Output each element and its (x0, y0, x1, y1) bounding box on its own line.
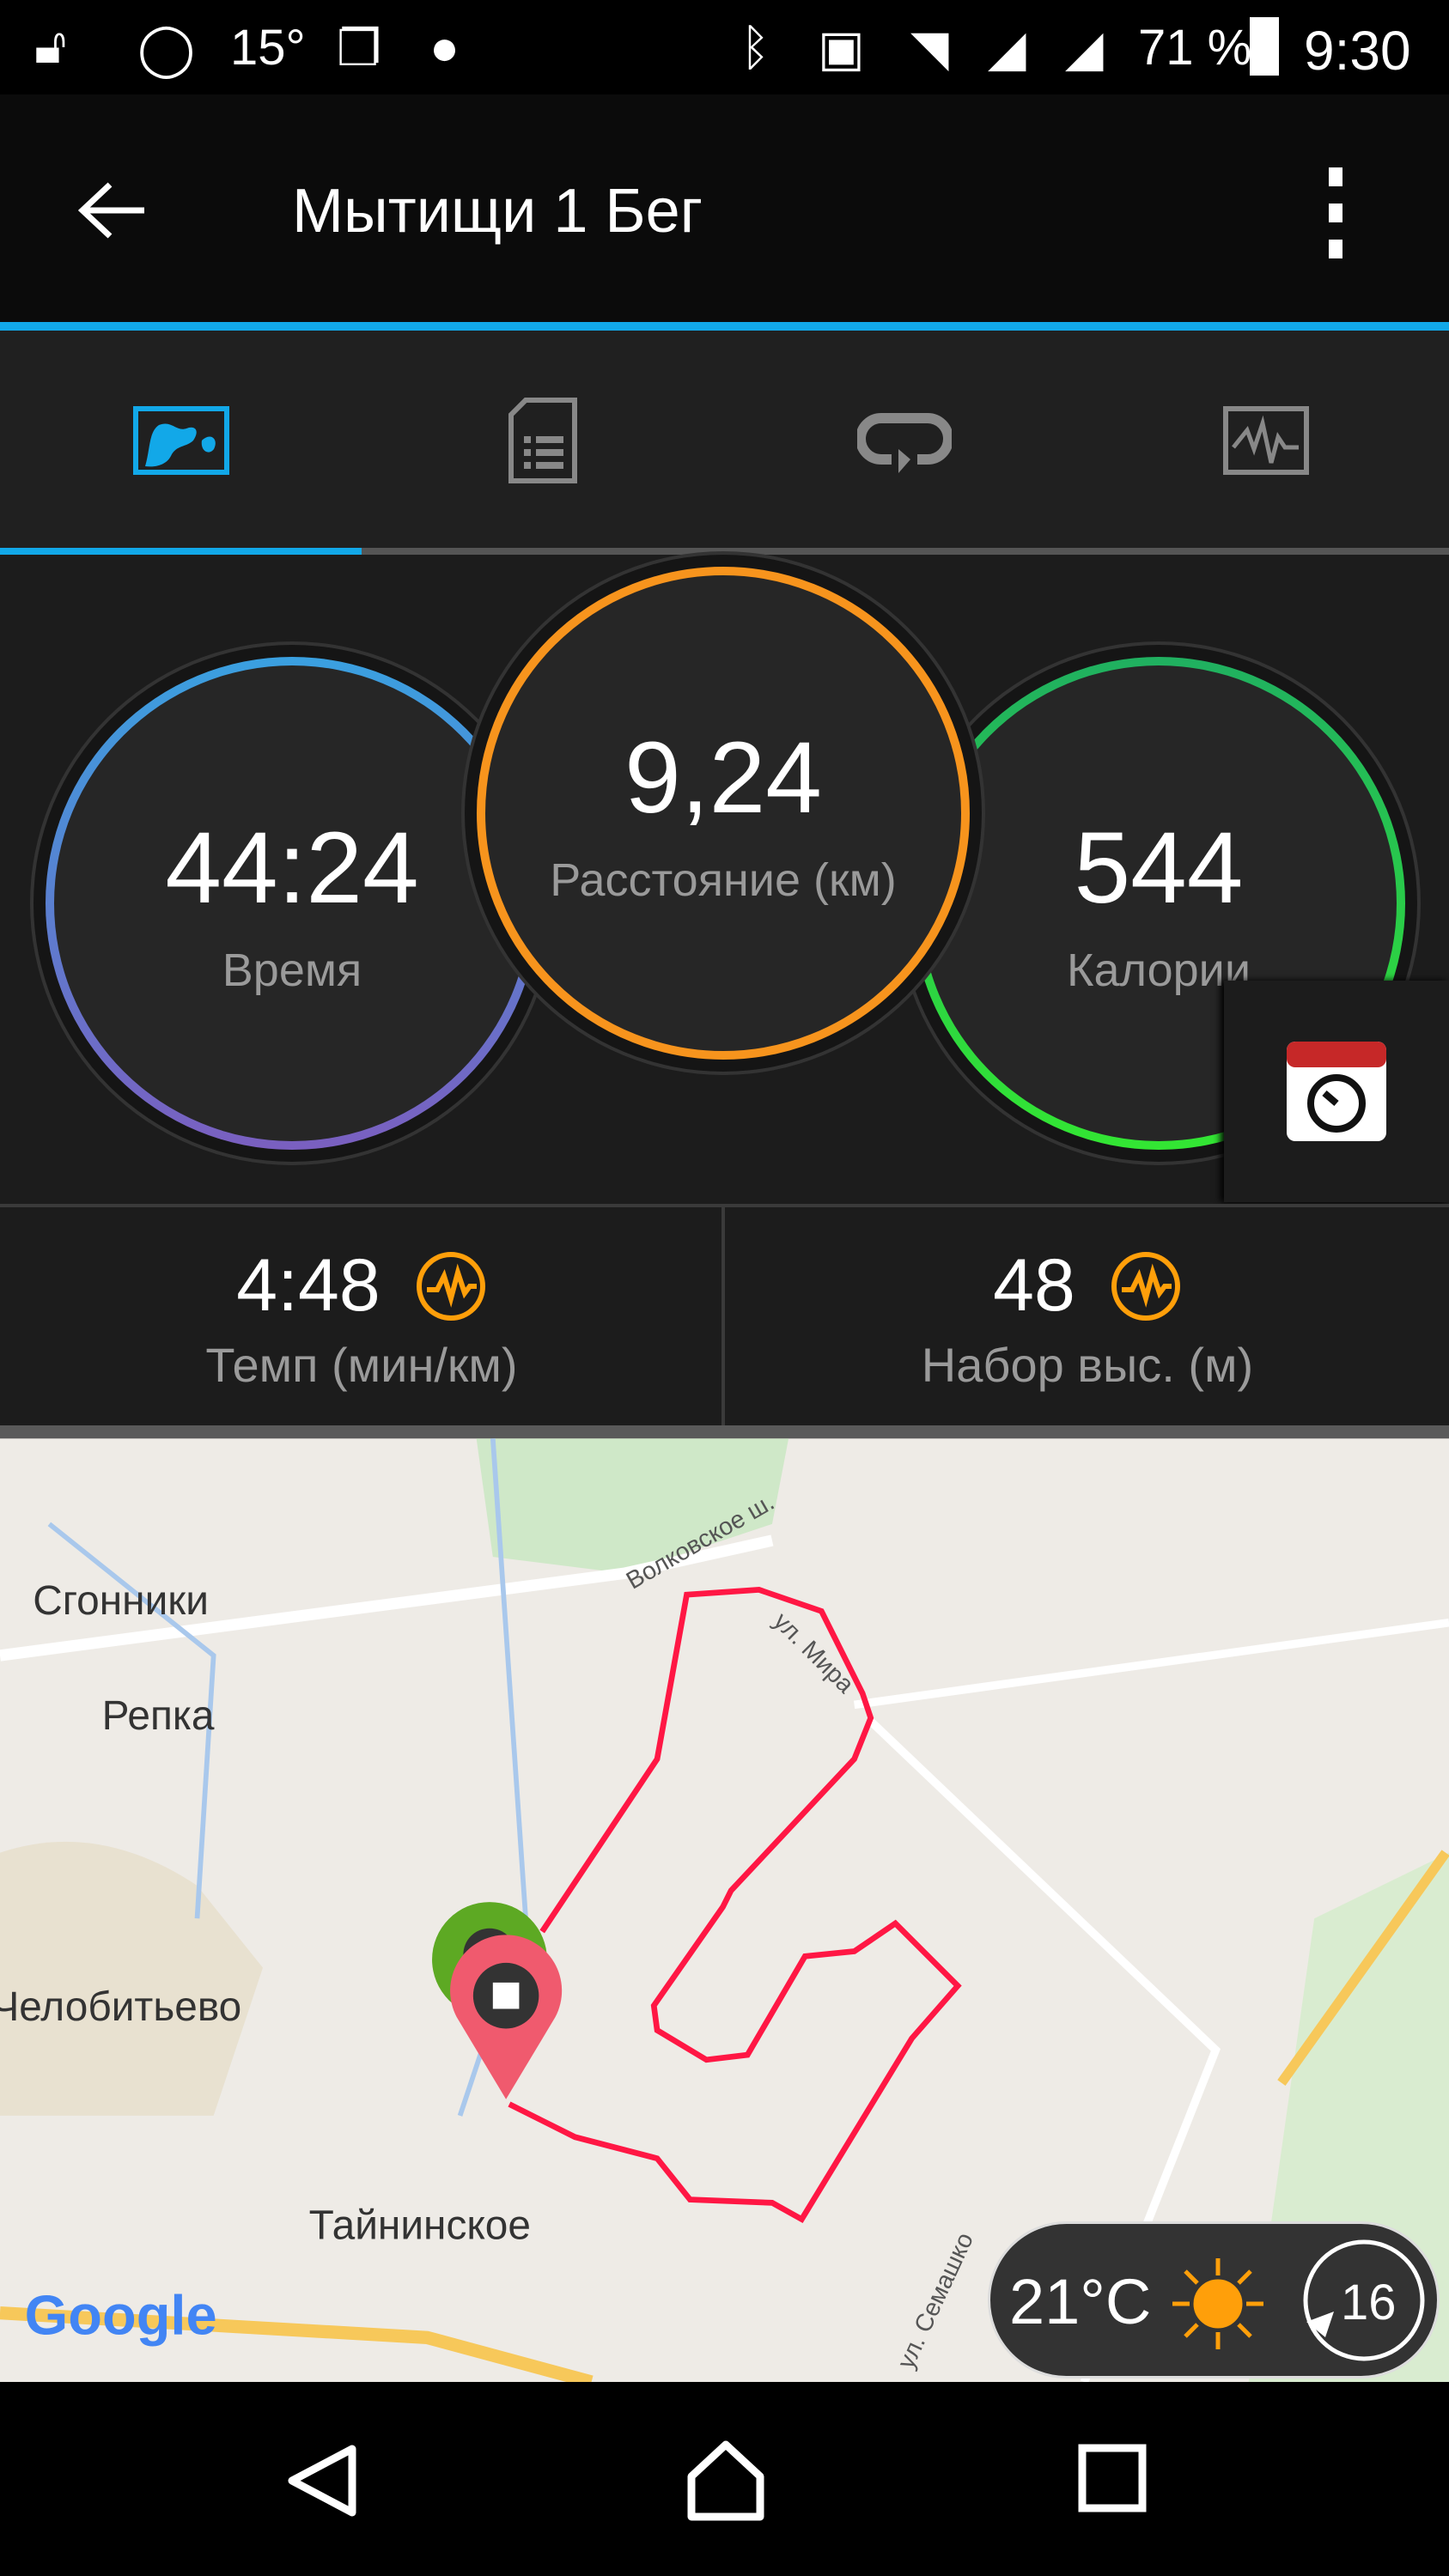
more-vert-icon[interactable] (1318, 167, 1353, 262)
battery-percent: 71 % (1138, 20, 1252, 76)
weather-widget[interactable]: 21°C 16 (988, 2221, 1440, 2379)
elevation-cell[interactable]: 48 Набор выс. (м) (726, 1207, 1449, 1425)
phone-icon: ● (429, 20, 460, 76)
unlock-icon: 🔓︎ (34, 18, 67, 74)
whatsapp-icon: ◯ (137, 20, 196, 77)
tab-laps[interactable] (723, 331, 1085, 550)
distance-circle: 9,24 Расстояние (км) (477, 567, 970, 1060)
route-line (508, 1587, 962, 2223)
tab-overview[interactable] (0, 331, 362, 550)
clock: 9:30 (1304, 20, 1411, 82)
sun-icon (1172, 2258, 1263, 2349)
navigation-bar (0, 2382, 1449, 2576)
distance-label: Расстояние (км) (550, 854, 897, 906)
distance-value: 9,24 (624, 721, 822, 835)
map-top-edge (0, 1425, 1449, 1437)
elevation-value: 48 (993, 1244, 1075, 1327)
time-label: Время (222, 945, 362, 996)
laps-icon (856, 412, 952, 473)
back-icon[interactable] (283, 2442, 361, 2519)
time-value: 44:24 (165, 811, 419, 925)
page-title: Мытищи 1 Бег (292, 177, 703, 246)
accent-divider (0, 322, 1449, 331)
signal-icon: ◢ (988, 21, 1026, 76)
time-circle: 44:24 Время (46, 657, 539, 1150)
pace-label: Темп (мин/км) (205, 1338, 518, 1392)
map-label: Репка (102, 1693, 215, 1739)
signal-icon: ◢ (1065, 21, 1104, 76)
tab-bar (0, 331, 1449, 550)
pace-cell[interactable]: 4:48 Темп (мин/км) (0, 1207, 723, 1425)
calories-value: 544 (1074, 811, 1244, 925)
calories-label: Калории (1067, 945, 1251, 996)
elevation-label: Набор выс. (м) (921, 1338, 1254, 1392)
history-calendar-button[interactable] (1224, 981, 1449, 1202)
google-logo: Google (25, 2283, 217, 2346)
wind-speed: 16 (1341, 2275, 1397, 2330)
status-temperature: 15° (230, 20, 306, 76)
map-label: Сгонники (33, 1578, 209, 1624)
bluetooth-icon: ᛒ (740, 20, 770, 76)
recents-icon[interactable] (1078, 2444, 1147, 2512)
battery-icon (1250, 17, 1279, 76)
pace-chart-icon (416, 1251, 485, 1321)
map-overview-icon (132, 405, 229, 475)
home-icon[interactable] (683, 2438, 769, 2524)
calendar-clock-icon (1287, 1042, 1386, 1141)
wifi-icon: ◥ (910, 21, 949, 76)
map-label: Челобитьево (0, 1984, 241, 2030)
arrow-left-icon[interactable] (77, 180, 146, 240)
nfc-icon: ▣ (818, 21, 865, 76)
elevation-chart-icon (1111, 1251, 1180, 1321)
map-label: Тайнинское (309, 2202, 531, 2248)
finish-marker[interactable] (450, 1935, 563, 2099)
tab-details[interactable] (362, 331, 723, 550)
tab-indicator (0, 548, 1449, 555)
divider (721, 1207, 725, 1425)
details-list-icon (508, 397, 577, 483)
copy-icon: ❐ (337, 21, 381, 76)
weather-temperature: 21°C (1009, 2266, 1152, 2337)
chart-icon (1222, 405, 1309, 475)
wind-direction-icon (1303, 2239, 1425, 2361)
pace-value: 4:48 (236, 1244, 381, 1327)
app-bar: Мытищи 1 Бег (0, 94, 1449, 322)
status-bar: 🔓︎ ◯ 15° ❐ ● ᛒ ▣ ◥ ◢ ◢ 71 % 9:30 (0, 0, 1449, 94)
tab-charts[interactable] (1085, 331, 1446, 550)
